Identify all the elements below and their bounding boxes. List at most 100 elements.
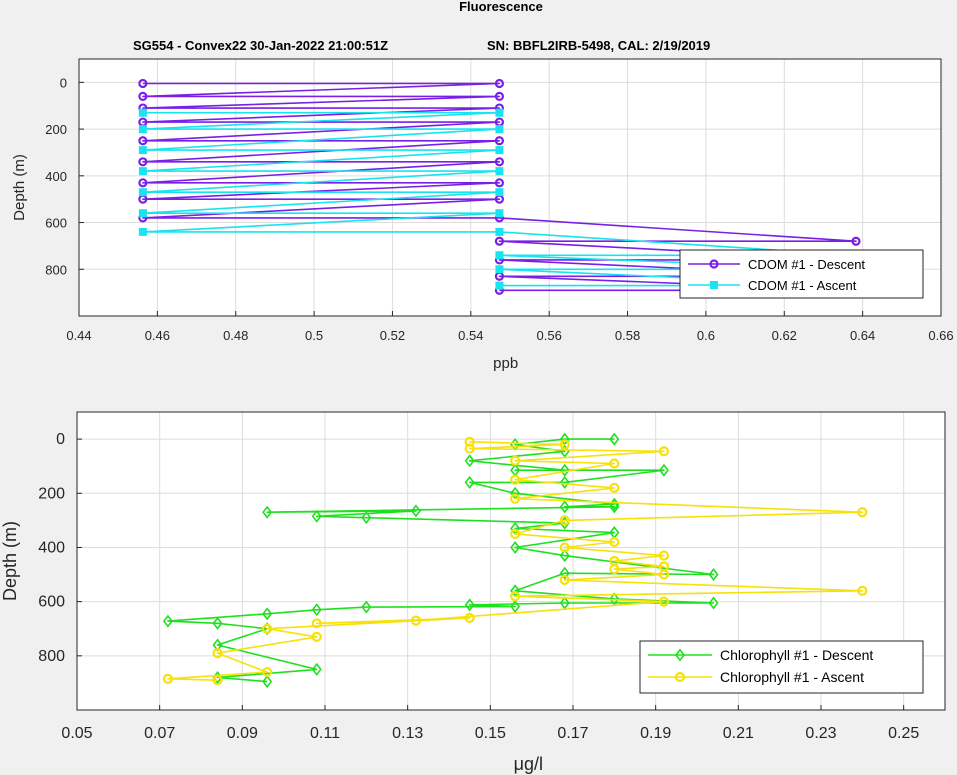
x-tick-label: 0.58 [615,328,640,343]
y-tick-label: 200 [45,122,67,137]
data-point [311,603,322,617]
data-point [510,474,521,485]
x-tick-label: 0.21 [723,725,754,742]
data-point [212,616,223,630]
x-tick-label: 0.25 [888,725,919,742]
x-tick-label: 0.64 [850,328,875,343]
data-point [464,612,475,623]
x-tick-label: 0.44 [66,328,91,343]
data-point [138,209,147,218]
data-point [658,446,670,457]
data-point [658,569,670,580]
x-tick-label: 0.52 [380,328,405,343]
y-tick-label: 0 [60,75,67,90]
legend-label: CDOM #1 - Descent [748,257,865,272]
data-point [559,596,570,610]
data-point [559,542,570,553]
data-point [495,265,504,274]
x-tick-label: 0.62 [772,328,797,343]
data-point [495,281,504,290]
x-axis-label: ppb [493,355,518,372]
data-point [138,125,147,134]
data-point [495,146,504,155]
data-point [262,607,273,621]
data-point [559,566,570,580]
x-tick-label: 0.15 [475,725,506,742]
figure-subtitle-left: SG554 - Convex22 30-Jan-2022 21:00:51Z [133,38,388,53]
data-point [510,455,521,466]
figure-subtitle-right: SN: BBFL2IRB-5498, CAL: 2/19/2019 [487,38,710,53]
x-axis-label: μg/l [514,754,543,774]
data-point [559,439,570,450]
x-tick-label: 0.56 [537,328,562,343]
data-point [510,540,521,554]
data-point [559,500,570,514]
x-tick-label: 0.54 [458,328,483,343]
x-tick-label: 0.13 [392,725,423,742]
x-tick-label: 0.23 [805,725,836,742]
x-tick-label: 0.46 [145,328,170,343]
data-point [658,550,670,561]
data-point [138,146,147,155]
data-point [138,157,148,167]
figure-title: Fluorescence [459,0,543,14]
data-point [494,136,505,146]
data-point [495,125,504,134]
data-point [361,600,372,614]
data-point [464,443,475,454]
y-axis-label: Depth (m) [11,154,28,221]
data-point [495,108,504,117]
x-tick-label: 0.6 [697,328,715,343]
data-point [311,509,322,523]
data-point [708,596,719,610]
data-point [559,475,570,489]
data-point [311,618,322,629]
legend: Chlorophyll #1 - Descent Chlorophyll #1 -… [639,640,924,694]
series-line [142,82,857,292]
data-point [464,475,475,489]
x-tick-label: 0.11 [310,725,340,742]
data-point [510,493,521,504]
data-point [609,432,620,446]
data-point [138,227,147,236]
data-point [658,596,670,607]
data-point [138,136,148,146]
data-point [494,91,505,101]
x-tick-label: 0.48 [223,328,248,343]
y-tick-label: 600 [45,216,67,231]
legend-swatch-marker [710,281,718,289]
x-tick-label: 0.66 [928,328,953,343]
data-point [138,91,148,101]
data-point [464,436,475,447]
data-point [658,463,669,477]
data-point [138,178,148,188]
legend: CDOM #1 - Descent CDOM #1 - Ascent [679,249,924,299]
data-point [138,78,148,89]
legend-label: CDOM #1 - Ascent [748,278,857,293]
data-point [138,108,147,117]
y-tick-label: 0 [56,431,65,448]
data-point [609,482,620,493]
data-point [495,167,504,176]
x-tick-label: 0.05 [61,725,92,742]
series-line [167,438,715,683]
data-point [361,511,372,525]
data-point [262,666,273,678]
data-point [464,598,475,612]
data-point [262,623,273,634]
series-1 [162,436,868,686]
data-point [510,600,521,614]
y-tick-label: 400 [45,169,67,184]
data-point [609,536,620,548]
series-line [167,441,864,681]
x-tick-label: 0.17 [557,725,588,742]
data-point [494,157,505,167]
data-point [708,568,719,582]
data-point [311,631,322,642]
x-tick-label: 0.5 [305,328,323,343]
data-point [212,648,223,659]
data-point [138,188,147,197]
data-point [559,574,570,586]
data-point [262,675,273,689]
